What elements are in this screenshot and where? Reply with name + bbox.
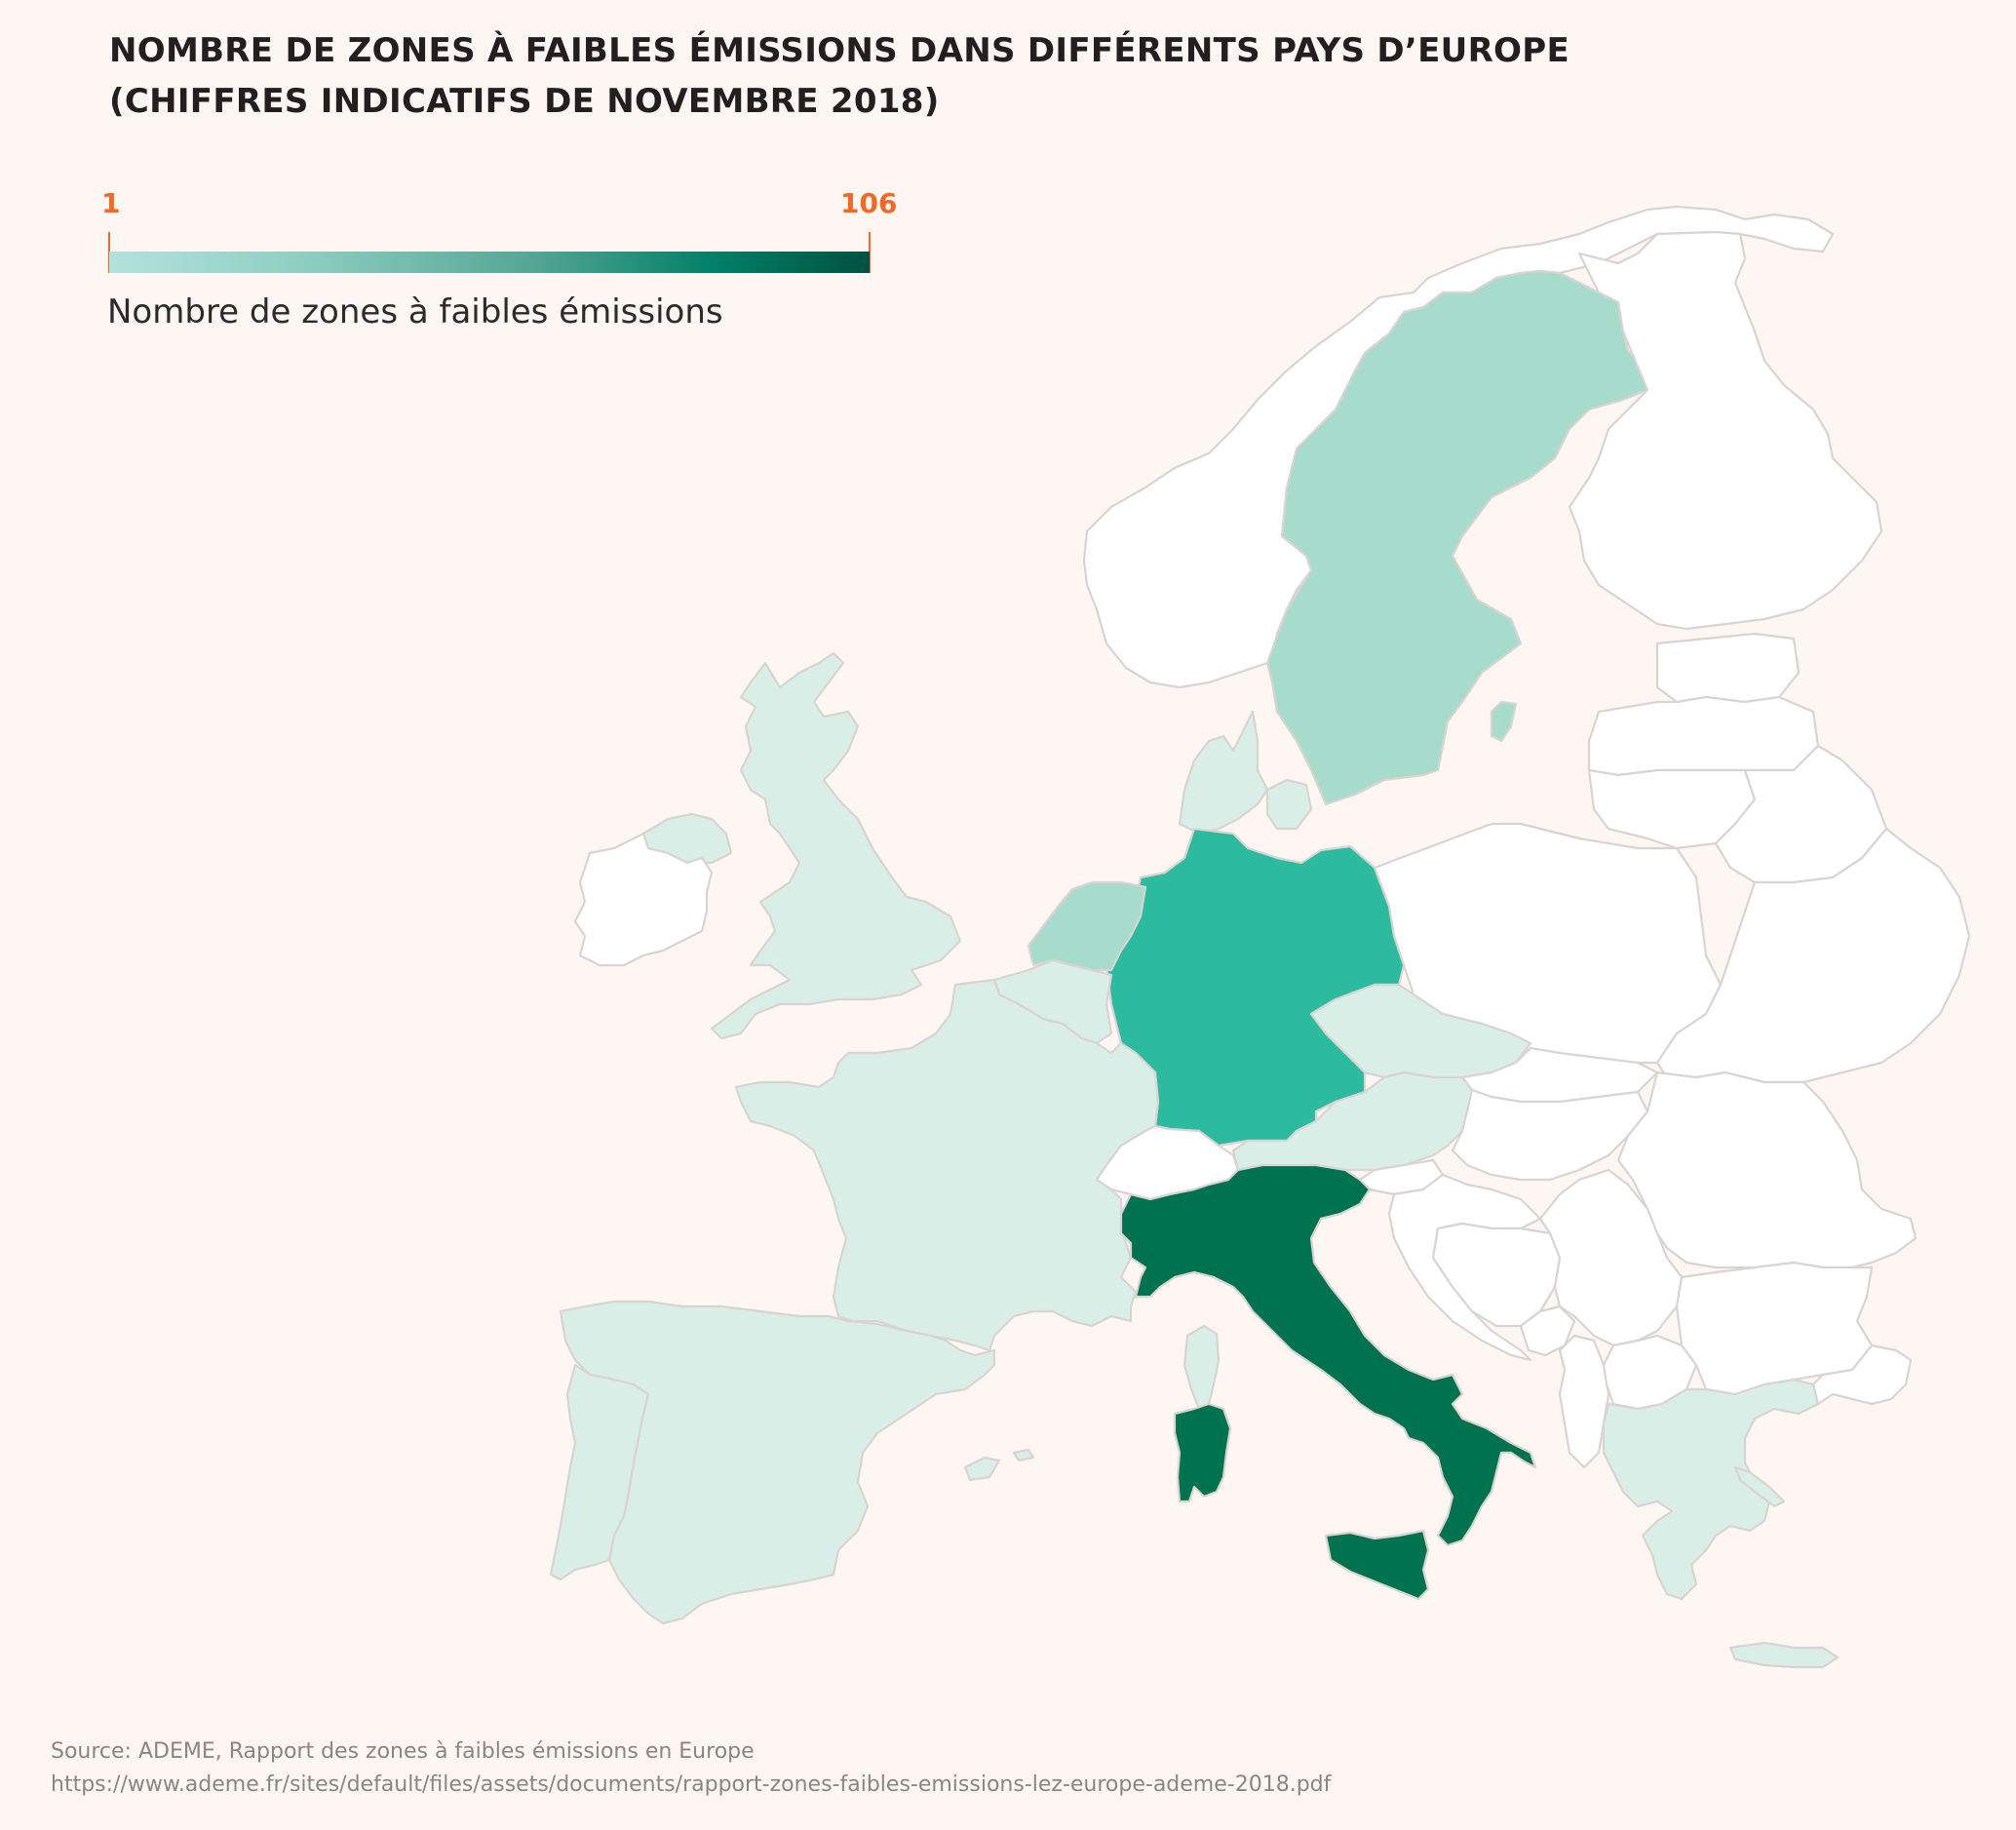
legend-title: Nombre de zones à faibles émissions	[107, 292, 723, 331]
country-ireland[interactable]	[573, 832, 714, 967]
island-crete[interactable]	[1728, 1641, 1840, 1669]
legend-max-tick	[869, 232, 871, 273]
title-line-2: (CHIFFRES INDICATIFS DE NOVEMBRE 2018)	[109, 82, 940, 121]
island-balearics[interactable]	[963, 1456, 1001, 1482]
country-sweden[interactable]	[1265, 269, 1649, 806]
country-estonia[interactable]	[1655, 632, 1801, 704]
country-turkey-europe[interactable]	[1811, 1343, 1913, 1406]
country-greece[interactable]	[1602, 1378, 1820, 1601]
island-gotland[interactable]	[1490, 700, 1518, 743]
island-corsica[interactable]	[1182, 1324, 1221, 1411]
title-line-1: NOMBRE DE ZONES À FAIBLES ÉMISSIONS DANS…	[109, 31, 1570, 70]
country-montenegro[interactable]	[1519, 1304, 1576, 1357]
country-romania[interactable]	[1616, 1071, 1918, 1269]
legend-gradient-bar	[109, 252, 870, 273]
island-zealand[interactable]	[1265, 778, 1313, 831]
island-sicily[interactable]	[1324, 1529, 1430, 1601]
country-north-macedonia[interactable]	[1602, 1334, 1698, 1411]
country-hungary[interactable]	[1451, 1088, 1649, 1182]
country-denmark[interactable]	[1178, 710, 1269, 836]
chart-title: NOMBRE DE ZONES À FAIBLES ÉMISSIONS DANS…	[109, 25, 1570, 127]
country-albania[interactable]	[1558, 1334, 1610, 1469]
legend-min-label: 1	[101, 187, 121, 219]
country-united-kingdom[interactable]	[710, 651, 962, 1040]
country-bosnia[interactable]	[1431, 1222, 1562, 1328]
country-serbia[interactable]	[1538, 1168, 1684, 1347]
country-latvia[interactable]	[1587, 695, 1820, 777]
country-finland[interactable]	[1568, 230, 1883, 631]
source-url[interactable]: https://www.ademe.fr/sites/default/files…	[51, 1772, 1332, 1797]
island-sardinia[interactable]	[1173, 1402, 1232, 1503]
country-italy[interactable]	[1119, 1163, 1537, 1547]
source-note: Source: ADEME, Rapport des zones à faibl…	[51, 1735, 1331, 1802]
island-euboea[interactable]	[1733, 1465, 1786, 1508]
source-text: Source: ADEME, Rapport des zones à faibl…	[51, 1739, 755, 1764]
country-portugal[interactable]	[549, 1363, 650, 1581]
island-menorca[interactable]	[1012, 1448, 1035, 1462]
legend-max-label: 106	[840, 187, 898, 219]
country-france[interactable]	[734, 978, 1160, 1352]
